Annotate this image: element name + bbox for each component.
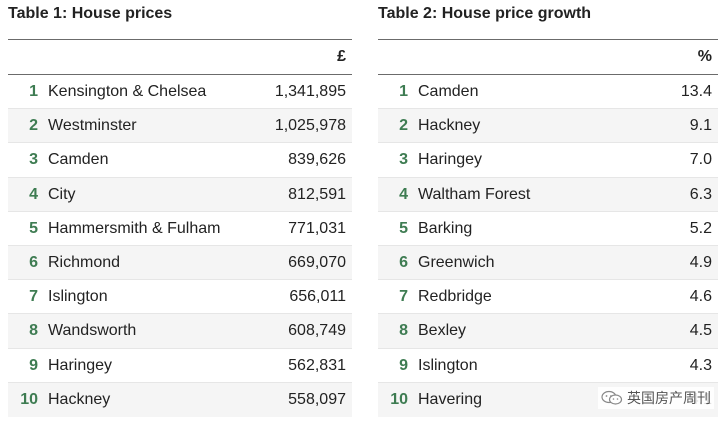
- rank-number: 8: [399, 322, 408, 340]
- value-cell: 4.6: [689, 288, 712, 306]
- table-row: 8 Wandsworth 608,749: [8, 314, 352, 349]
- table-row: 5 Hammersmith & Fulham 771,031: [8, 211, 352, 246]
- borough-name: Hammersmith & Fulham: [48, 219, 221, 237]
- table-row: 7 Redbridge 4.6: [378, 280, 718, 315]
- watermark-text: 英国房产周刊: [627, 390, 711, 406]
- value-cell: 4.9: [689, 253, 712, 271]
- table-row: 7 Islington 656,011: [8, 280, 352, 315]
- house-price-growth-table: Table 2: House price growth % 1 Camden 13.…: [378, 0, 718, 417]
- table-row: 5 Barking 5.2: [378, 211, 718, 246]
- table-row: 4 Waltham Forest 6.3: [378, 177, 718, 212]
- unit-label: £: [337, 48, 346, 65]
- rank-number: 4: [29, 185, 38, 203]
- table-row: 10 Hackney 558,097: [8, 382, 352, 417]
- wechat-icon: [601, 390, 623, 405]
- value-cell: 812,591: [288, 185, 346, 203]
- value-cell: 1,025,978: [274, 117, 346, 135]
- table-row: 2 Westminster 1,025,978: [8, 109, 352, 144]
- rank-number: 2: [399, 117, 408, 135]
- borough-name: Bexley: [418, 322, 467, 340]
- borough-name: Haringey: [48, 356, 113, 374]
- rank-number: 10: [20, 390, 38, 408]
- table-row: 3 Camden 839,626: [8, 143, 352, 178]
- table-row: 3 Haringey 7.0: [378, 143, 718, 178]
- value-cell: 669,070: [288, 253, 346, 271]
- rank-number: 10: [390, 390, 408, 408]
- value-cell: 9.1: [689, 117, 712, 135]
- borough-name: Haringey: [418, 151, 483, 169]
- rank-number: 7: [399, 288, 408, 306]
- borough-name: Islington: [418, 356, 478, 374]
- value-cell: 1,341,895: [274, 83, 346, 100]
- rank-number: 7: [29, 288, 38, 306]
- rank-number: 2: [29, 117, 38, 135]
- table-title: Table 2: House price growth: [378, 5, 592, 22]
- borough-name: City: [48, 185, 76, 203]
- table-title: Table 1: House prices: [8, 5, 173, 22]
- table-row: 6 Greenwich 4.9: [378, 245, 718, 281]
- value-cell: 6.3: [689, 185, 712, 203]
- value-cell: 7.0: [689, 151, 712, 169]
- value-cell: 558,097: [288, 390, 346, 408]
- rank-number: 3: [399, 151, 408, 169]
- table-header: %: [378, 39, 718, 75]
- table-row: 8 Bexley 4.5: [378, 314, 718, 349]
- borough-name: Waltham Forest: [418, 185, 531, 203]
- borough-name: Havering: [418, 390, 483, 408]
- table-row: 2 Hackney 9.1: [378, 109, 718, 144]
- value-cell: 13.4: [680, 83, 712, 100]
- borough-name: Westminster: [48, 117, 137, 135]
- unit-label: %: [697, 48, 712, 65]
- borough-name: Kensington & Chelsea: [48, 83, 207, 100]
- table-row: 4 City 812,591: [8, 177, 352, 212]
- rank-number: 4: [399, 185, 408, 203]
- borough-name: Islington: [48, 288, 108, 306]
- borough-name: Barking: [418, 219, 473, 237]
- borough-name: Camden: [48, 151, 109, 169]
- borough-name: Richmond: [48, 253, 121, 271]
- rank-number: 5: [399, 219, 408, 237]
- rank-number: 6: [29, 253, 38, 271]
- rank-number: 9: [29, 356, 38, 374]
- value-cell: 608,749: [288, 322, 346, 340]
- value-cell: 562,831: [288, 356, 346, 374]
- value-cell: 656,011: [289, 288, 346, 306]
- house-prices-table: Table 1: House prices £ 1 Kensington & Ch…: [8, 0, 352, 417]
- rank-number: 9: [399, 356, 408, 374]
- value-cell: 5.2: [689, 219, 712, 237]
- borough-name: Hackney: [418, 117, 481, 135]
- value-cell: 771,031: [288, 219, 346, 237]
- rank-number: 3: [29, 151, 38, 169]
- borough-name: Greenwich: [418, 253, 495, 271]
- borough-name: Camden: [418, 83, 479, 100]
- rank-number: 8: [29, 322, 38, 340]
- table-row: 1 Kensington & Chelsea 1,341,895: [8, 75, 352, 110]
- value-cell: 839,626: [288, 151, 346, 169]
- rank-number: 6: [399, 253, 408, 271]
- watermark: 英国房产周刊: [598, 387, 714, 409]
- rank-number: 1: [29, 83, 38, 100]
- table-body: 1 Kensington & Chelsea 1,341,895 2 Westminst…: [8, 75, 352, 417]
- table-header: £: [8, 39, 352, 75]
- value-cell: 4.5: [689, 322, 712, 340]
- table-body: 1 Camden 13.4 2 Hackney 9.1 3 Haringey 7.0 4 Walth…: [378, 75, 718, 417]
- borough-name: Hackney: [48, 390, 111, 408]
- table-row: 1 Camden 13.4: [378, 75, 718, 110]
- rank-number: 5: [29, 219, 38, 237]
- table-row: 9 Haringey 562,831: [8, 348, 352, 383]
- table-row: 6 Richmond 669,070: [8, 245, 352, 281]
- rank-number: 1: [399, 83, 408, 100]
- borough-name: Wandsworth: [48, 322, 137, 340]
- borough-name: Redbridge: [418, 288, 492, 306]
- table-row: 9 Islington 4.3: [378, 348, 718, 383]
- value-cell: 4.3: [689, 356, 712, 374]
